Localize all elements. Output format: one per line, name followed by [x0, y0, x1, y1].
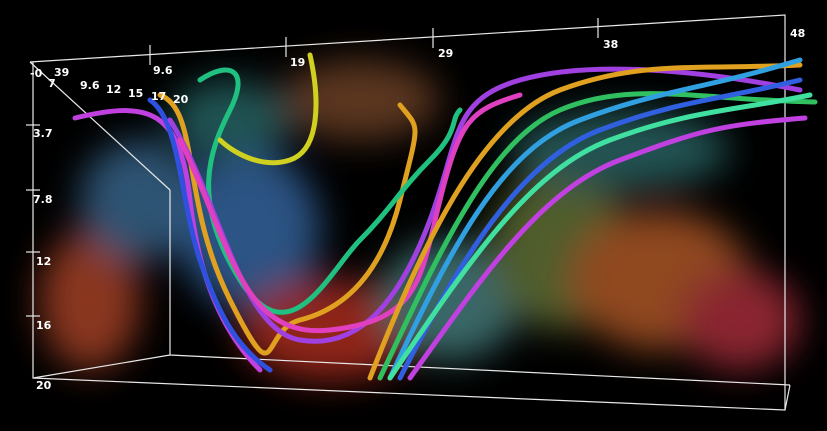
front-label: 20 — [173, 93, 189, 106]
left-label: 20 — [36, 379, 52, 392]
left-label: 3.7 — [33, 127, 53, 140]
front-label: 12 — [106, 83, 121, 96]
front-label: 7 — [48, 77, 56, 90]
front-label: 17 — [151, 90, 166, 103]
front-label: 15 — [128, 87, 143, 100]
left-label: 16 — [36, 319, 52, 332]
streamlines — [72, 52, 818, 381]
top-label: 19 — [290, 56, 305, 69]
left-label: 7.8 — [33, 193, 53, 206]
front-label: 39 — [54, 66, 69, 79]
tick-labels: 9.6 19 29 38 48 -0 3.7 7.8 12 16 20 39 7… — [30, 27, 805, 392]
left-label: 12 — [36, 255, 51, 268]
top-label: 38 — [603, 38, 618, 51]
top-label: 48 — [790, 27, 805, 40]
left-label: -0 — [30, 67, 43, 80]
front-label: 9.6 — [80, 79, 100, 92]
tick-marks — [26, 18, 599, 317]
top-label: 29 — [438, 47, 453, 60]
box-wireframe — [29, 14, 791, 411]
top-label: 9.6 — [153, 64, 173, 77]
